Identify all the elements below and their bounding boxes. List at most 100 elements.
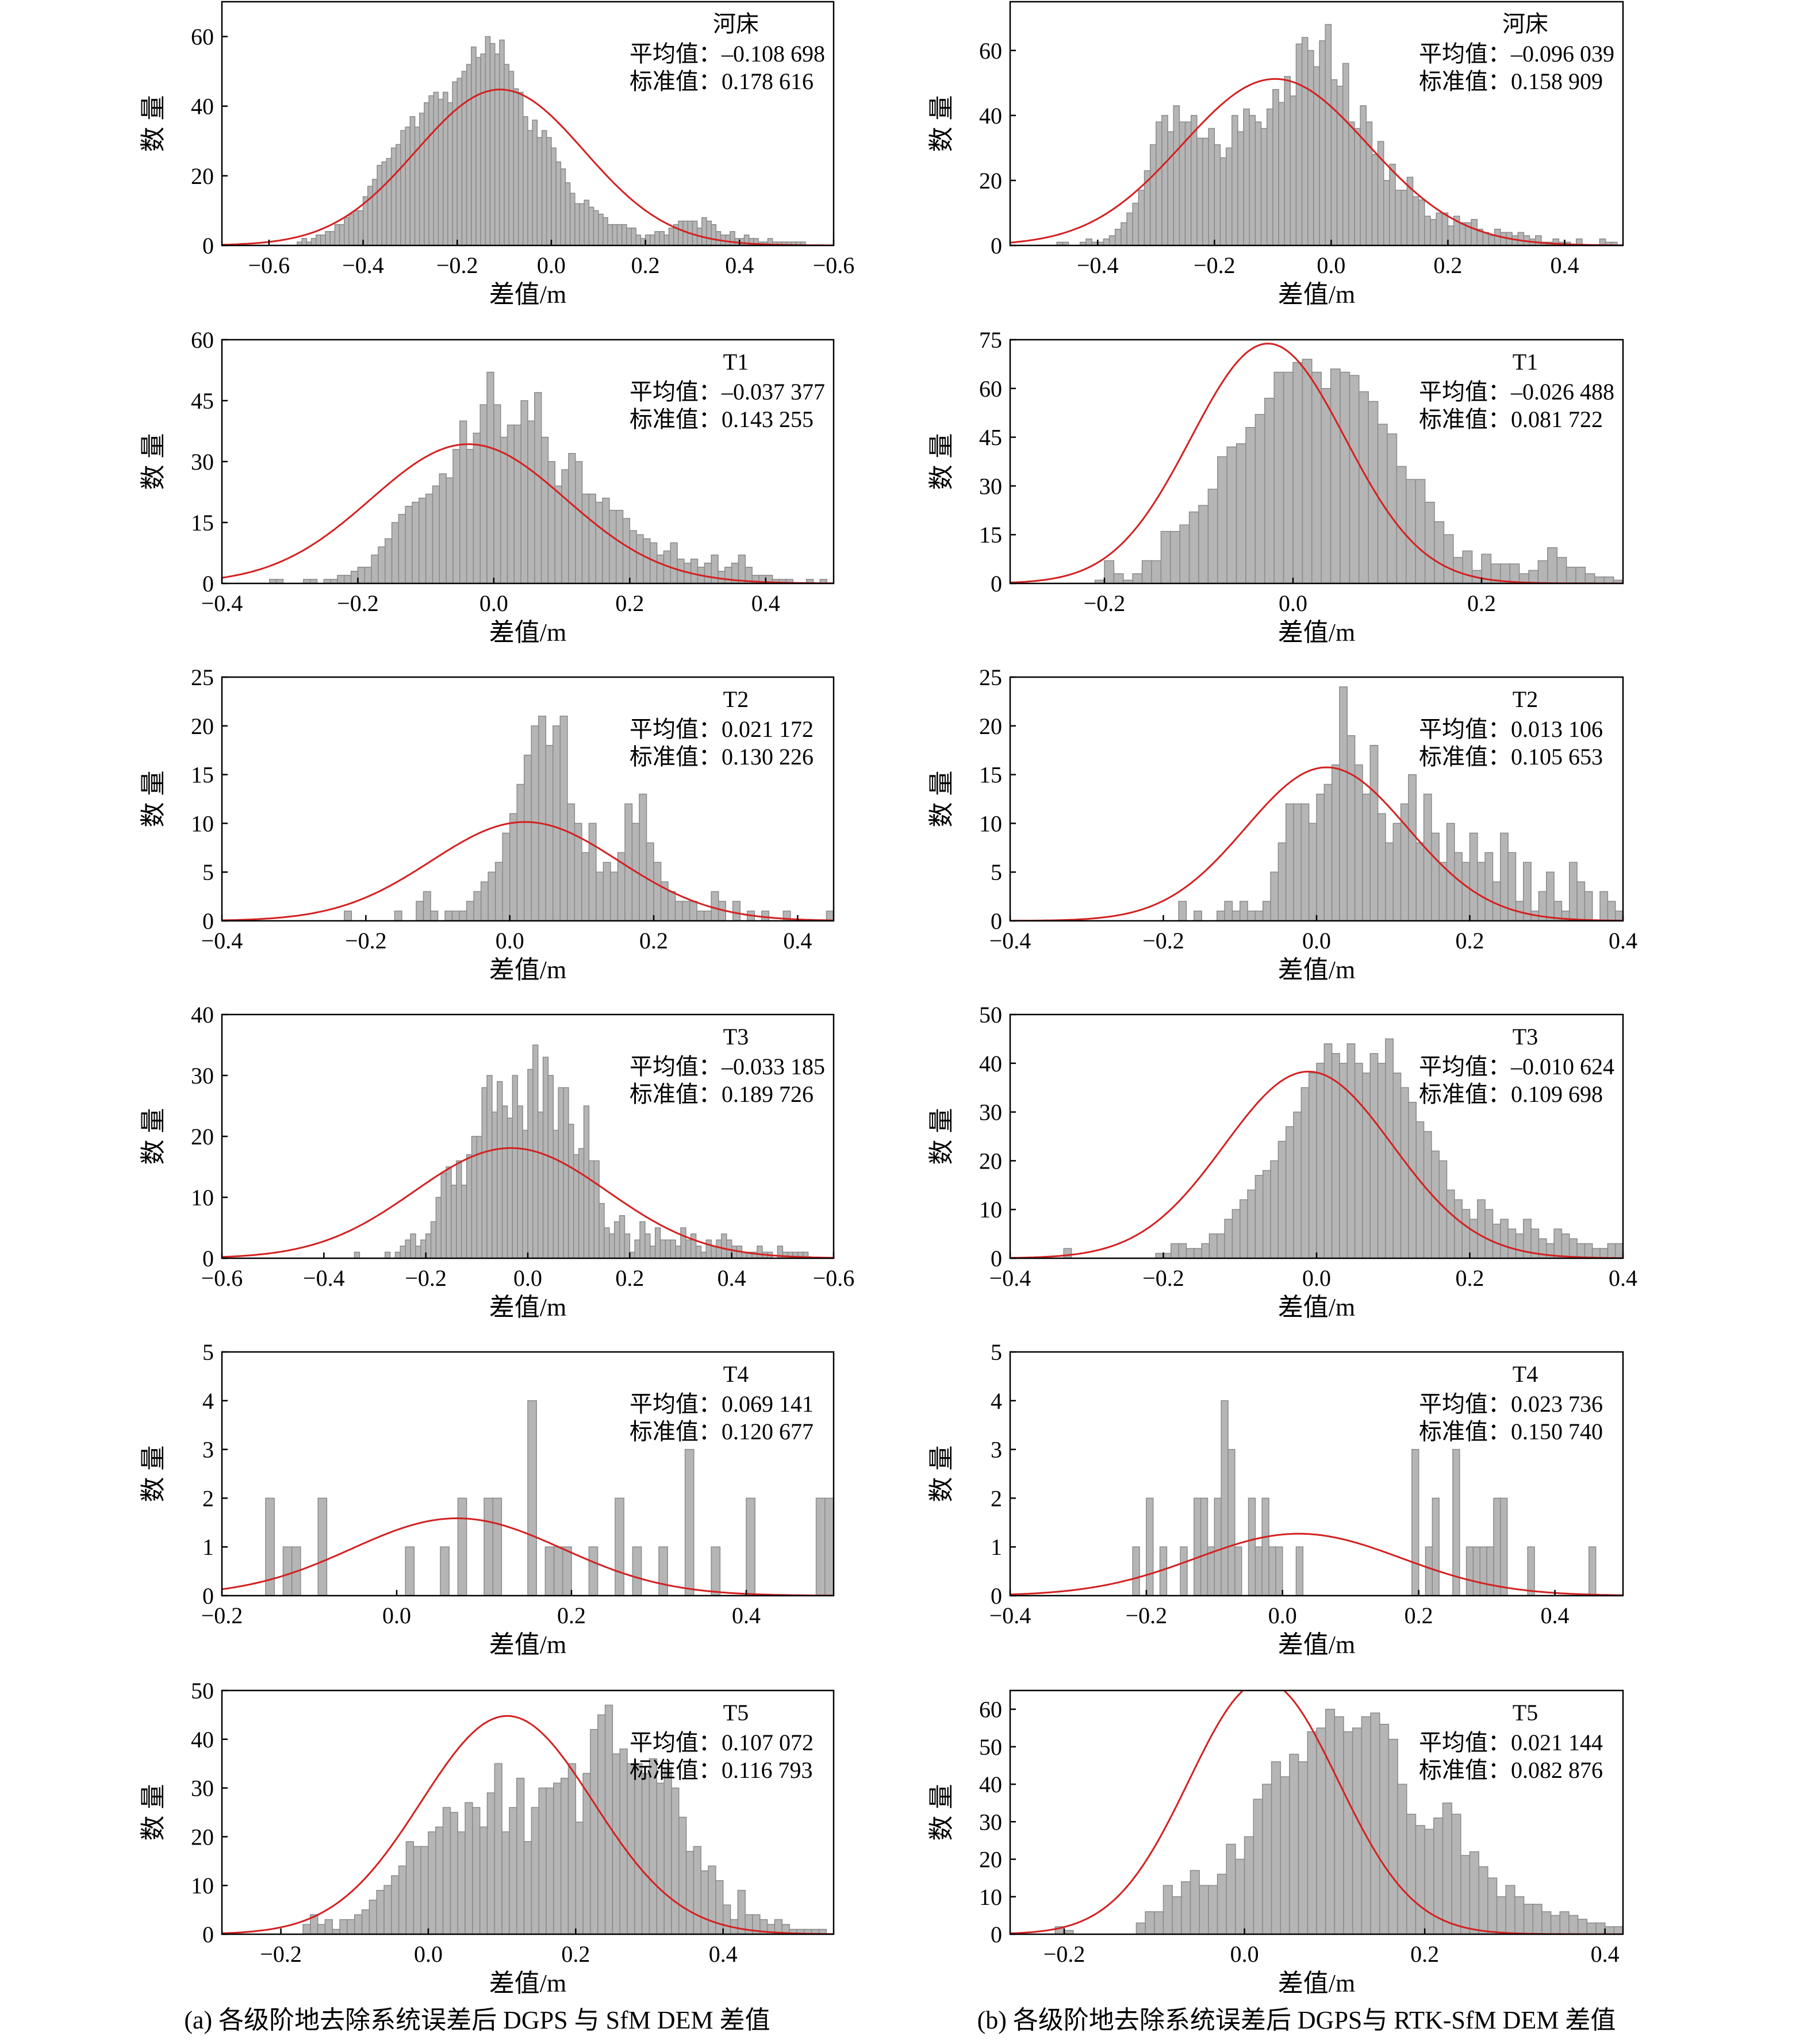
bar [1415, 842, 1425, 921]
bar [649, 1758, 658, 1934]
series-title: T3 [723, 1024, 749, 1050]
y-tick-label: 3 [202, 1437, 214, 1463]
bar [1354, 128, 1361, 245]
bar [1254, 1175, 1264, 1258]
bar [621, 224, 627, 245]
bar [516, 1777, 525, 1934]
bar [1584, 1243, 1593, 1258]
mean-label: 平均值： [630, 1730, 722, 1755]
bar [593, 1160, 600, 1258]
bar [582, 1773, 591, 1934]
bar [501, 1831, 510, 1934]
bar [1689, 580, 1698, 583]
bar [386, 157, 392, 245]
bar [1181, 1881, 1191, 1934]
bar [818, 1928, 827, 1934]
bar [826, 910, 834, 921]
plot-frame [221, 676, 835, 922]
bar [466, 1154, 473, 1258]
bar [472, 1807, 481, 1934]
bar [456, 1160, 462, 1258]
bar [711, 224, 717, 245]
bar [1630, 1248, 1638, 1258]
y-tick-label: 4 [991, 1388, 1002, 1414]
bar [517, 1105, 523, 1258]
bar [1389, 163, 1396, 245]
bar [1171, 1243, 1179, 1258]
bar [874, 579, 881, 583]
bar [1307, 1731, 1317, 1934]
bar [1451, 1814, 1461, 1934]
bar [1226, 446, 1237, 583]
bar [597, 1714, 606, 1934]
bar [1162, 1252, 1172, 1258]
bar [507, 424, 515, 583]
bar [855, 911, 863, 921]
bar [509, 813, 517, 921]
bar [1441, 212, 1449, 245]
bar [1493, 1497, 1501, 1596]
bar [654, 231, 660, 245]
bar [405, 1239, 411, 1258]
bars [344, 716, 899, 921]
bar [357, 566, 366, 583]
bar [1307, 50, 1314, 245]
bar [1607, 1243, 1616, 1258]
bar [1162, 1885, 1173, 1934]
x-tick-label: 0.0 [1230, 1941, 1259, 1967]
bar [604, 1227, 610, 1258]
bar [746, 1497, 755, 1596]
bar [310, 238, 317, 245]
bar [1217, 910, 1225, 921]
bar [1708, 577, 1717, 583]
bar [433, 91, 439, 245]
bar [1599, 891, 1609, 921]
bar [670, 1239, 676, 1258]
bar [1550, 1915, 1561, 1934]
bar [1614, 1243, 1623, 1258]
bar [334, 224, 340, 245]
std-label: 标准值： [1419, 68, 1511, 94]
plot-frame [221, 1689, 835, 1935]
bar [1443, 534, 1454, 583]
bar [1293, 1111, 1302, 1258]
y-tick-label: 0 [202, 1246, 214, 1271]
bar [1245, 427, 1256, 583]
bars [1054, 1708, 1623, 1934]
bar [302, 1924, 311, 1934]
bar [1254, 121, 1262, 245]
y-axis-label: 数 量 [139, 433, 167, 490]
bar [639, 793, 647, 921]
x-tick-label: 0.4 [1541, 1603, 1570, 1628]
bar [1271, 1761, 1281, 1934]
bar [1584, 891, 1593, 921]
std-label: 标准值： [630, 744, 722, 770]
bar [1323, 783, 1333, 921]
bar [561, 469, 569, 583]
x-axis-label: 差值/m [489, 1969, 566, 1997]
x-tick-label: 0.2 [557, 1603, 586, 1628]
bar [1604, 1926, 1615, 1934]
bar [1639, 1248, 1646, 1258]
bar [1208, 128, 1215, 245]
bar [1408, 774, 1417, 921]
y-tick-label: 30 [191, 1776, 214, 1801]
bar [390, 147, 397, 245]
bar [1330, 368, 1341, 583]
bar [604, 1704, 613, 1934]
bar [603, 862, 611, 921]
histogram-a-0: 0 20 40 60 −0.6 −0.4 −0.2 0.0 0.2 0.4 −0.6 差值/m 数 量 河… [139, 1, 854, 309]
bar [891, 911, 899, 921]
bar [1240, 901, 1248, 921]
bar [678, 220, 684, 245]
y-tick-label: 60 [979, 38, 1002, 64]
bar [1515, 1233, 1524, 1258]
y-tick-label: 5 [202, 1339, 214, 1365]
normal-fit-curve [222, 89, 834, 245]
bar [1202, 137, 1209, 245]
bar [1469, 832, 1478, 921]
bar [531, 1807, 539, 1934]
bar [446, 1166, 452, 1258]
bar [629, 530, 637, 583]
